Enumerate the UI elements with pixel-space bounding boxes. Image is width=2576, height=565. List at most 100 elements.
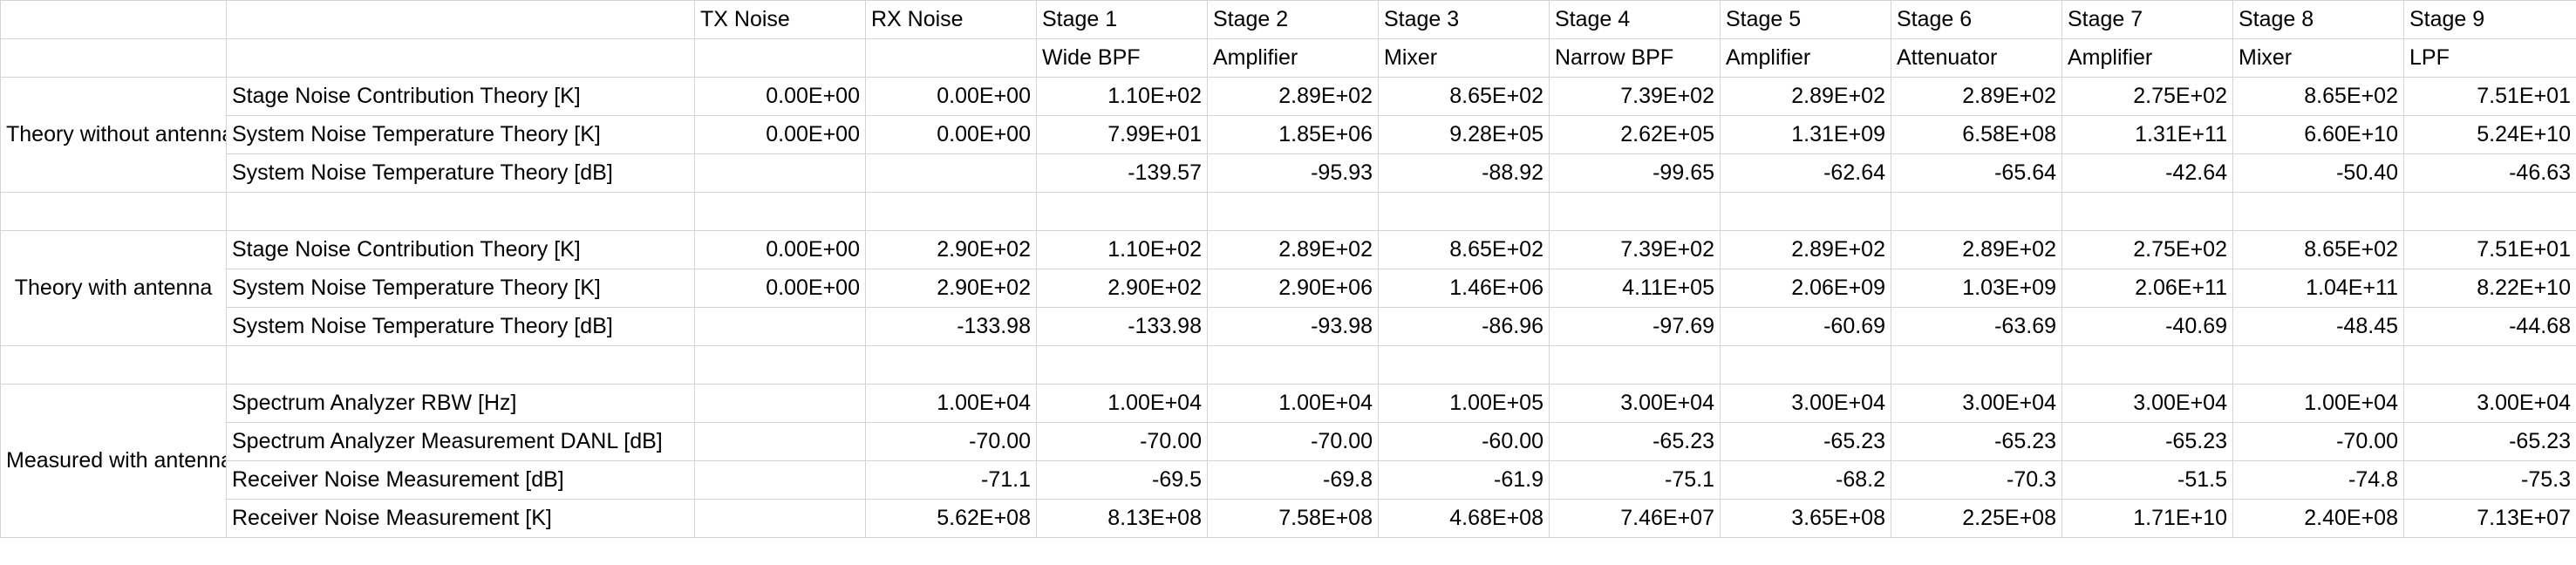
row-label-cell[interactable]: Stage Noise Contribution Theory [K]	[226, 230, 695, 269]
value-cell[interactable]: 2.89E+02	[1891, 230, 2062, 269]
value-cell[interactable]: 8.22E+10	[2403, 269, 2576, 308]
value-cell[interactable]: 2.90E+02	[1036, 269, 1208, 308]
empty-cell[interactable]	[2232, 192, 2404, 231]
value-cell[interactable]: 2.40E+08	[2232, 499, 2404, 538]
component-header-cell[interactable]: Mixer	[1378, 38, 1550, 78]
value-cell[interactable]: -68.2	[1720, 460, 1891, 500]
value-cell[interactable]: 7.51E+01	[2403, 230, 2576, 269]
value-cell[interactable]: -60.69	[1720, 307, 1891, 346]
row-label-cell[interactable]: System Noise Temperature Theory [K]	[226, 269, 695, 308]
value-cell[interactable]: -44.68	[2403, 307, 2576, 346]
empty-cell[interactable]	[2403, 192, 2576, 231]
component-header-cell[interactable]: Amplifier	[1207, 38, 1379, 78]
component-header-cell[interactable]: Amplifier	[1720, 38, 1891, 78]
empty-cell[interactable]	[1036, 345, 1208, 385]
value-cell[interactable]: 2.90E+02	[865, 269, 1037, 308]
empty-cell[interactable]	[226, 38, 695, 78]
stage-header-cell[interactable]: Stage 9	[2403, 0, 2576, 39]
value-cell[interactable]: 2.06E+09	[1720, 269, 1891, 308]
value-cell[interactable]: 1.00E+04	[865, 384, 1037, 423]
value-cell[interactable]: 2.89E+02	[1207, 77, 1379, 116]
empty-cell[interactable]	[226, 345, 695, 385]
section-group-label[interactable]: Theory with antenna	[0, 230, 227, 346]
empty-cell[interactable]	[0, 192, 227, 231]
value-cell[interactable]: 1.00E+04	[1207, 384, 1379, 423]
empty-cell[interactable]	[865, 192, 1037, 231]
value-cell[interactable]: 7.39E+02	[1549, 77, 1721, 116]
value-cell[interactable]: -70.00	[1036, 422, 1208, 461]
value-cell[interactable]: -70.3	[1891, 460, 2062, 500]
value-cell[interactable]: 1.00E+04	[2232, 384, 2404, 423]
empty-cell[interactable]	[1036, 192, 1208, 231]
value-cell[interactable]: 0.00E+00	[694, 269, 866, 308]
row-label-cell[interactable]: Receiver Noise Measurement [K]	[226, 499, 695, 538]
value-cell[interactable]: -46.63	[2403, 153, 2576, 193]
value-cell[interactable]: -61.9	[1378, 460, 1550, 500]
component-header-cell[interactable]: LPF	[2403, 38, 2576, 78]
value-cell[interactable]: 7.13E+07	[2403, 499, 2576, 538]
value-cell[interactable]: -69.5	[1036, 460, 1208, 500]
component-header-cell[interactable]: Wide BPF	[1036, 38, 1208, 78]
value-cell[interactable]: -75.3	[2403, 460, 2576, 500]
value-cell[interactable]: -48.45	[2232, 307, 2404, 346]
value-cell[interactable]: -40.69	[2061, 307, 2233, 346]
value-cell[interactable]: -70.00	[1207, 422, 1379, 461]
value-cell[interactable]: -65.23	[1720, 422, 1891, 461]
value-cell[interactable]: -65.23	[1549, 422, 1721, 461]
value-cell[interactable]: 9.28E+05	[1378, 115, 1550, 154]
value-cell[interactable]: 8.65E+02	[1378, 230, 1550, 269]
value-cell[interactable]: 3.00E+04	[2061, 384, 2233, 423]
section-group-label[interactable]: Theory without antenna	[0, 77, 227, 193]
value-cell[interactable]: 2.89E+02	[1720, 77, 1891, 116]
empty-cell[interactable]	[0, 38, 227, 78]
row-label-cell[interactable]: Stage Noise Contribution Theory [K]	[226, 77, 695, 116]
section-group-label[interactable]: Measured with antenna	[0, 384, 227, 538]
value-cell[interactable]: 1.00E+05	[1378, 384, 1550, 423]
row-label-cell[interactable]: System Noise Temperature Theory [dB]	[226, 307, 695, 346]
value-cell[interactable]: 1.00E+04	[1036, 384, 1208, 423]
value-cell[interactable]: 5.24E+10	[2403, 115, 2576, 154]
value-cell[interactable]: 1.46E+06	[1378, 269, 1550, 308]
value-cell[interactable]	[694, 499, 866, 538]
stage-header-cell[interactable]: TX Noise	[694, 0, 866, 39]
row-label-cell[interactable]: Spectrum Analyzer RBW [Hz]	[226, 384, 695, 423]
value-cell[interactable]: -70.00	[2232, 422, 2404, 461]
value-cell[interactable]: 7.58E+08	[1207, 499, 1379, 538]
value-cell[interactable]: 7.99E+01	[1036, 115, 1208, 154]
component-header-cell[interactable]: Attenuator	[1891, 38, 2062, 78]
value-cell[interactable]: -42.64	[2061, 153, 2233, 193]
value-cell[interactable]: 1.04E+11	[2232, 269, 2404, 308]
stage-header-cell[interactable]: RX Noise	[865, 0, 1037, 39]
value-cell[interactable]: 0.00E+00	[865, 115, 1037, 154]
value-cell[interactable]: 0.00E+00	[694, 115, 866, 154]
empty-cell[interactable]	[0, 345, 227, 385]
value-cell[interactable]: -74.8	[2232, 460, 2404, 500]
value-cell[interactable]: 8.13E+08	[1036, 499, 1208, 538]
value-cell[interactable]: 6.58E+08	[1891, 115, 2062, 154]
value-cell[interactable]	[694, 422, 866, 461]
stage-header-cell[interactable]: Stage 1	[1036, 0, 1208, 39]
empty-cell[interactable]	[694, 345, 866, 385]
stage-header-cell[interactable]: Stage 6	[1891, 0, 2062, 39]
value-cell[interactable]	[694, 153, 866, 193]
value-cell[interactable]: 2.06E+11	[2061, 269, 2233, 308]
value-cell[interactable]: 2.75E+02	[2061, 77, 2233, 116]
empty-cell[interactable]	[1891, 345, 2062, 385]
value-cell[interactable]: 8.65E+02	[1378, 77, 1550, 116]
value-cell[interactable]: -99.65	[1549, 153, 1721, 193]
value-cell[interactable]: 2.75E+02	[2061, 230, 2233, 269]
value-cell[interactable]: -51.5	[2061, 460, 2233, 500]
value-cell[interactable]: -133.98	[1036, 307, 1208, 346]
row-label-cell[interactable]: Receiver Noise Measurement [dB]	[226, 460, 695, 500]
value-cell[interactable]: 7.46E+07	[1549, 499, 1721, 538]
value-cell[interactable]: -65.23	[1891, 422, 2062, 461]
component-header-cell[interactable]	[694, 38, 866, 78]
row-label-cell[interactable]: System Noise Temperature Theory [dB]	[226, 153, 695, 193]
value-cell[interactable]: 1.10E+02	[1036, 230, 1208, 269]
empty-cell[interactable]	[865, 345, 1037, 385]
value-cell[interactable]: -75.1	[1549, 460, 1721, 500]
value-cell[interactable]: -50.40	[2232, 153, 2404, 193]
value-cell[interactable]: -69.8	[1207, 460, 1379, 500]
value-cell[interactable]: 0.00E+00	[694, 77, 866, 116]
value-cell[interactable]: -86.96	[1378, 307, 1550, 346]
